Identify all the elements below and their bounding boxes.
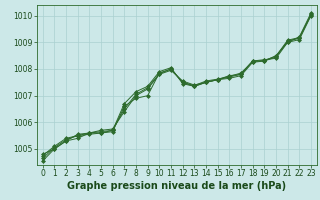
X-axis label: Graphe pression niveau de la mer (hPa): Graphe pression niveau de la mer (hPa) (67, 181, 286, 191)
